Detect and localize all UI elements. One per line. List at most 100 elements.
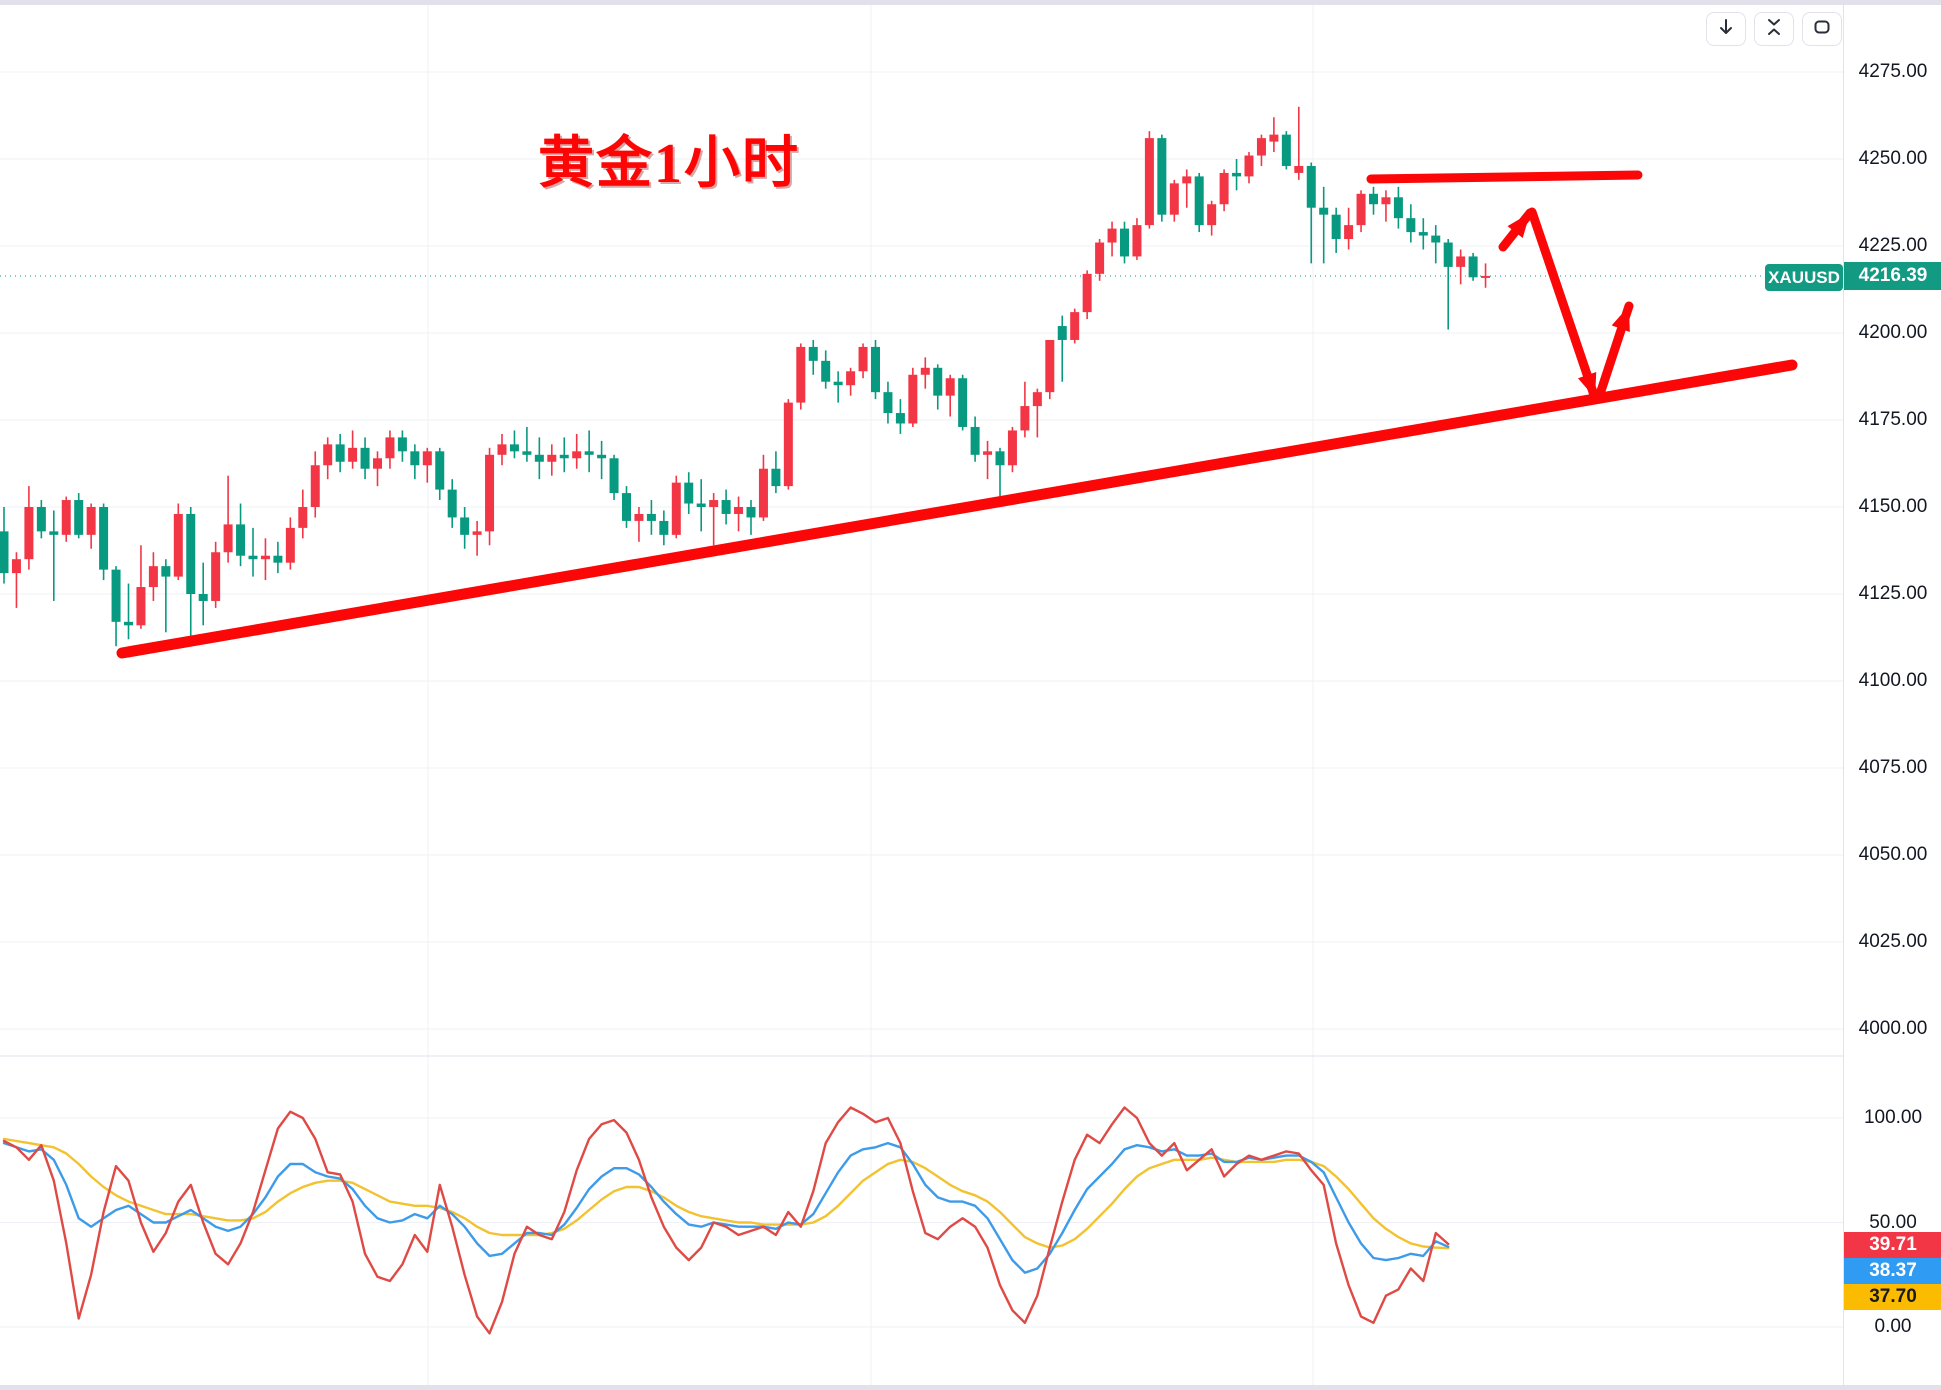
candle-body [659, 520, 669, 535]
candle-body [124, 621, 133, 626]
candle-body [472, 531, 482, 535]
collapse-button[interactable] [1754, 12, 1794, 46]
candle-body [609, 458, 619, 494]
candle-body [435, 451, 445, 490]
chart-canvas[interactable] [0, 5, 1843, 1386]
candle-body [1306, 165, 1316, 208]
candle-body [534, 454, 544, 462]
price-tick-label: 4175.00 [1858, 409, 1928, 430]
top-strip [0, 0, 1941, 5]
candle-body [895, 413, 905, 424]
candle-body [945, 378, 955, 396]
candle-body [597, 454, 607, 459]
price-tick-label: 4250.00 [1858, 148, 1928, 169]
candle-body [285, 527, 295, 563]
candle-body [211, 552, 221, 601]
candle-body [958, 378, 968, 427]
indicator-value-badge: 37.70 [1844, 1284, 1941, 1310]
price-axis[interactable]: 4275.00 4250.00 4225.00 4200.00 4175.00 4150.… [1843, 5, 1941, 1386]
candle-body [186, 513, 196, 594]
arrow-down-icon [1717, 18, 1735, 41]
candle-body [522, 451, 532, 455]
fullscreen-button[interactable] [1802, 12, 1842, 46]
candle-body [1194, 176, 1204, 226]
candle-body [1045, 339, 1055, 393]
candle-body [111, 569, 121, 622]
chart-annotation-title[interactable]: 黄金1小时 [538, 133, 800, 195]
candle-body [260, 555, 270, 560]
price-tick-label: 4200.00 [1858, 322, 1928, 343]
candle-body [1244, 155, 1254, 177]
candle-body [721, 500, 731, 514]
candle-body [1157, 138, 1167, 215]
download-button[interactable] [1706, 12, 1746, 46]
symbol-price-label[interactable]: XAUUSD [1765, 264, 1843, 291]
candle-body [734, 507, 744, 514]
support-trendline-drawing[interactable] [116, 359, 1798, 659]
arrow-up-2-head[interactable] [1611, 306, 1630, 332]
candle-body [1219, 172, 1229, 205]
candle-body [1481, 275, 1491, 278]
candle-body [198, 594, 208, 601]
candle-body [883, 392, 893, 414]
candle-body [460, 517, 470, 535]
price-tick-label: 4100.00 [1858, 670, 1928, 691]
candle-body [485, 454, 495, 532]
candle-body [1281, 134, 1291, 166]
candle-body [808, 346, 818, 361]
candle-body [0, 531, 9, 574]
candle-body [148, 566, 158, 588]
candle-body [1406, 218, 1416, 233]
candle-body [1443, 242, 1453, 267]
arrow-down-head[interactable] [1578, 372, 1597, 398]
price-tick-label: 4275.00 [1858, 61, 1928, 82]
candle-body [572, 451, 582, 459]
candle-body [547, 454, 557, 462]
ticker-text: XAUUSD [1768, 267, 1840, 287]
candle-body [758, 468, 768, 518]
last-price-box: 4216.39 [1844, 261, 1941, 290]
resistance-line-drawing[interactable] [1366, 170, 1643, 184]
arrow-up-1-head[interactable] [1507, 213, 1530, 238]
candle-body [746, 507, 756, 518]
oscillator-tick-label: 100.00 [1863, 1107, 1923, 1128]
candle-body [360, 447, 370, 469]
candle-body [335, 444, 345, 462]
candle-body [646, 513, 656, 521]
candle-body [223, 524, 233, 553]
candle-body [385, 437, 395, 459]
candle-body [298, 507, 308, 528]
candle-body [1269, 134, 1279, 142]
candle-body [1369, 193, 1378, 205]
candle-body [1393, 197, 1403, 219]
candle-body [833, 381, 843, 386]
candle-body [1169, 183, 1179, 215]
candle-body [323, 444, 333, 466]
candle-body [858, 346, 868, 372]
bottom-strip [0, 1385, 1941, 1390]
oscillator-line-j [2, 1106, 1450, 1335]
candle-body [933, 367, 943, 396]
candle-body [1020, 406, 1030, 431]
candle-body [1356, 193, 1366, 226]
candle-body [61, 500, 71, 535]
oscillator-line-d [2, 1137, 1450, 1250]
candle-body [397, 437, 407, 452]
candle-body [24, 507, 34, 560]
candle-body [671, 482, 681, 535]
price-tick-label: 4150.00 [1858, 496, 1928, 517]
candle-body [1095, 242, 1105, 274]
candle-body [1294, 165, 1304, 173]
price-tick-label: 4075.00 [1858, 757, 1928, 778]
candle-body [1456, 256, 1466, 267]
price-tick-label: 4025.00 [1858, 931, 1928, 952]
candle-body [136, 587, 146, 626]
candle-body [422, 451, 432, 466]
arrow-down-drawing[interactable] [1527, 207, 1600, 403]
candle-body [1344, 225, 1354, 240]
candle-body [373, 458, 382, 469]
candle-body [871, 346, 880, 393]
price-tick-label: 4225.00 [1858, 235, 1928, 256]
candle-body [173, 513, 183, 577]
